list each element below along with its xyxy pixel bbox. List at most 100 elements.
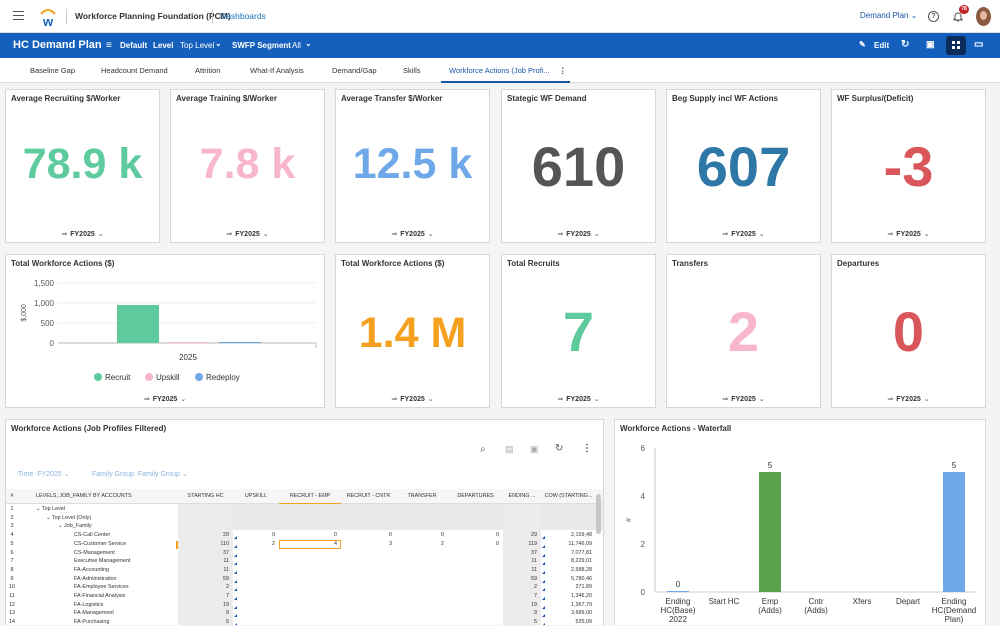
cell-value[interactable]: 271,89 <box>575 584 593 591</box>
segment-select[interactable]: All <box>292 41 301 50</box>
row-label[interactable]: FA-Management <box>74 610 114 617</box>
cell-value[interactable]: 2 <box>272 540 275 547</box>
cell-value[interactable]: 8,229,01 <box>571 558 592 565</box>
cell-value[interactable]: 11,746,09 <box>568 540 592 547</box>
vertical-scrollbar[interactable] <box>596 494 601 534</box>
column-header[interactable]: LEVELS, JOB_FAMILY BY ACCOUNTS <box>36 493 132 499</box>
cell-value[interactable]: 5 <box>226 619 229 625</box>
cell-value[interactable]: 7 <box>534 593 537 599</box>
tab-skills[interactable]: Skills <box>403 66 421 75</box>
row-number[interactable]: 10 <box>9 584 15 591</box>
chevron-down-icon[interactable]: ⌄ <box>215 39 222 48</box>
cell-value[interactable]: 0 <box>334 532 337 539</box>
cell-value[interactable]: 0 <box>272 532 275 539</box>
cell-value[interactable]: 110 <box>220 540 229 547</box>
row-number[interactable]: 3 <box>10 523 14 530</box>
more-options-icon[interactable]: ⋮ <box>559 66 567 75</box>
column-header[interactable]: TRANSFER <box>407 493 437 499</box>
row-number[interactable]: 2 <box>10 514 14 521</box>
help-icon[interactable]: ? <box>928 11 939 22</box>
row-label[interactable]: ⌄ Top Level <box>36 506 65 512</box>
cell-value[interactable]: 0 <box>496 532 499 539</box>
cell-value[interactable]: 7,077,81 <box>571 549 592 556</box>
cell-value[interactable]: 9 <box>534 610 537 617</box>
row-label[interactable]: CS-Customer Service <box>74 540 127 547</box>
tab-what-if-analysis[interactable]: What-If Analysis <box>250 66 304 75</box>
fy-filter[interactable]: ⇒ FY2025 ⌄ <box>832 230 985 238</box>
fy-filter[interactable]: ⇒ FY2025 ⌄ <box>171 230 324 238</box>
table-row[interactable] <box>6 523 603 532</box>
row-label[interactable]: FA-Financial Analysis <box>74 593 126 599</box>
fy-filter[interactable]: ⇒ FY2025 ⌄ <box>832 395 985 403</box>
tab-workforce-actions[interactable]: Workforce Actions (Job Profi... <box>449 66 550 75</box>
family-group-filter[interactable]: Family Group Family Group ⌄ <box>92 470 188 478</box>
column-header[interactable]: STARTING HC <box>187 493 224 499</box>
row-number[interactable]: 8 <box>10 566 14 573</box>
fy-filter[interactable]: ⇒ FY2025 ⌄ <box>667 395 820 403</box>
bell-icon[interactable] <box>953 11 963 22</box>
row-number[interactable]: 13 <box>9 610 15 617</box>
default-view-label[interactable]: Default <box>120 41 148 50</box>
time-filter[interactable]: Time FY2025 ⌄ <box>18 470 70 478</box>
cell-value[interactable]: 37 <box>531 549 537 556</box>
export-icon[interactable]: ▤ <box>505 444 514 454</box>
more-options-icon[interactable]: ⋮ <box>582 443 592 454</box>
fy-filter[interactable]: ⇒ FY2025 ⌄ <box>502 395 655 403</box>
refresh-icon[interactable]: ↻ <box>901 39 910 50</box>
cell-value[interactable]: 3 <box>389 540 392 547</box>
row-number[interactable]: 11 <box>9 593 15 599</box>
fy-filter[interactable]: ⇒ FY2025 ⌄ <box>336 230 489 238</box>
cell-value[interactable]: 2,588,28 <box>571 566 592 573</box>
chevron-down-icon[interactable]: ⌄ <box>305 39 312 48</box>
row-number[interactable]: 7 <box>10 558 14 565</box>
cell-value[interactable]: 2,159,48 <box>571 532 592 539</box>
workday-logo-icon[interactable]: w <box>39 6 57 28</box>
row-number[interactable]: 9 <box>10 575 14 582</box>
cell-value[interactable]: 535,09 <box>575 619 593 625</box>
cell-value[interactable]: 37 <box>223 549 229 556</box>
filter-icon[interactable]: ≡ <box>106 40 112 51</box>
cell-value[interactable]: 3,689,00 <box>571 610 592 617</box>
menu-icon[interactable] <box>13 11 24 20</box>
row-label[interactable]: ⌄ Top Level (Only) <box>46 514 92 521</box>
fy-filter[interactable]: ⇒ FY2025 ⌄ <box>667 230 820 238</box>
row-label[interactable]: FA-Logistics <box>74 601 104 608</box>
tab-demand-gap[interactable]: Demand/Gap <box>332 66 377 75</box>
fy-filter[interactable]: ⇒ FY2025 ⌄ <box>336 395 489 403</box>
tab-baseline-gap[interactable]: Baseline Gap <box>30 66 76 75</box>
cell-value[interactable]: 59 <box>531 575 537 582</box>
selected-cell[interactable] <box>279 540 341 549</box>
refresh-icon[interactable]: ↻ <box>555 443 564 454</box>
row-number[interactable]: 6 <box>10 549 14 556</box>
cell-value[interactable]: 59 <box>223 575 229 582</box>
column-header[interactable]: RECRUIT - CNTR <box>346 493 391 499</box>
camera-icon[interactable]: ▣ <box>926 39 935 49</box>
column-header[interactable]: ENDING ... <box>508 493 536 499</box>
table-row[interactable] <box>6 506 603 515</box>
column-header[interactable]: UPSKILL <box>244 493 268 499</box>
cell-value[interactable]: 19 <box>531 601 537 608</box>
row-label[interactable]: Executive Management <box>74 558 131 565</box>
search-icon[interactable]: ⌕ <box>480 444 486 455</box>
tab-attrition[interactable]: Attrition <box>195 66 221 75</box>
table-row[interactable] <box>6 515 603 524</box>
cell-value[interactable]: 1,367,79 <box>571 601 592 608</box>
cell-value[interactable]: 1,346,20 <box>571 593 592 599</box>
fy-filter[interactable]: ⇒ FY2025 ⌄ <box>6 395 324 403</box>
cell-value[interactable]: 5,780,46 <box>571 575 592 582</box>
row-label[interactable]: CS-Management <box>74 549 115 556</box>
dashboards-link[interactable]: Dashboards <box>220 11 266 21</box>
column-header[interactable]: # <box>10 493 14 499</box>
demand-plan-menu[interactable]: Demand Plan ⌄ <box>860 11 917 20</box>
cell-value[interactable]: 5 <box>534 619 537 625</box>
level-select[interactable]: Top Level <box>180 41 215 50</box>
column-header[interactable]: COW (STARTING... <box>544 493 593 499</box>
fy-filter[interactable]: ⇒ FY2025 ⌄ <box>6 230 159 238</box>
cell-value[interactable]: 4 <box>334 540 337 547</box>
cell-value[interactable]: 11 <box>223 558 229 565</box>
presentation-icon[interactable]: ▭ <box>974 39 984 50</box>
row-number[interactable]: 5 <box>10 540 14 547</box>
edit-button[interactable]: Edit <box>874 41 890 50</box>
cell-value[interactable]: 29 <box>531 532 537 539</box>
cell-value[interactable]: 0 <box>389 532 392 539</box>
